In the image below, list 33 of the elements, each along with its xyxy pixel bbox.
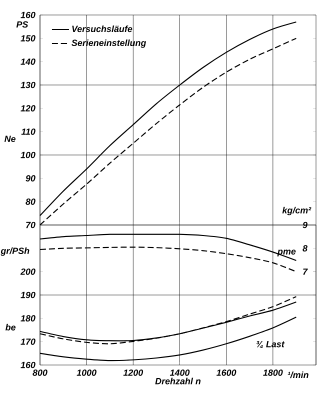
series-label: ¾ Last	[256, 340, 285, 348]
y-axis-title: Ne	[4, 136, 16, 142]
x-tick-label: 1400	[170, 370, 190, 376]
text: PS	[16, 21, 28, 28]
legend-label: Versuchsläufe	[72, 25, 132, 32]
y-tick-label: 150	[20, 35, 36, 42]
x-tick-label: 1600	[216, 370, 236, 376]
text: ¹/min	[288, 372, 308, 378]
y-tick-label: 160	[20, 12, 36, 18]
y-tick-label: 190	[20, 292, 36, 298]
y-tick-label: 160	[20, 362, 36, 368]
annotation: kg/cm²	[282, 206, 312, 216]
y-axis-title: be	[5, 324, 16, 330]
text: gr/PSh	[0, 247, 30, 256]
y-tick-label: 120	[20, 105, 36, 112]
y-tick-label: 180	[20, 315, 36, 322]
y-tick-label: 140	[20, 58, 36, 65]
y-tick-label: 100	[20, 152, 36, 158]
y2-axis-title: pme	[277, 250, 296, 256]
y2-tick-label: 8	[302, 245, 308, 252]
y-tick-label: 200	[20, 268, 36, 275]
x-axis-title: Drehzahl n	[155, 378, 201, 384]
x-tick-label: 1800	[263, 370, 283, 376]
y2-tick-label: 7	[303, 268, 308, 275]
y-tick-label: 80	[26, 198, 36, 205]
x-tick-label: 1200	[123, 370, 144, 376]
x-tick-label: 1000	[76, 370, 96, 376]
y-tick-label: 90	[26, 175, 36, 182]
x-tick-label: 800	[32, 370, 48, 376]
y-tick-label: 130	[20, 82, 36, 88]
y-tick-label: 110	[21, 128, 36, 135]
y-tick-label: 170	[20, 338, 36, 345]
y-tick-label: 70	[26, 222, 36, 228]
